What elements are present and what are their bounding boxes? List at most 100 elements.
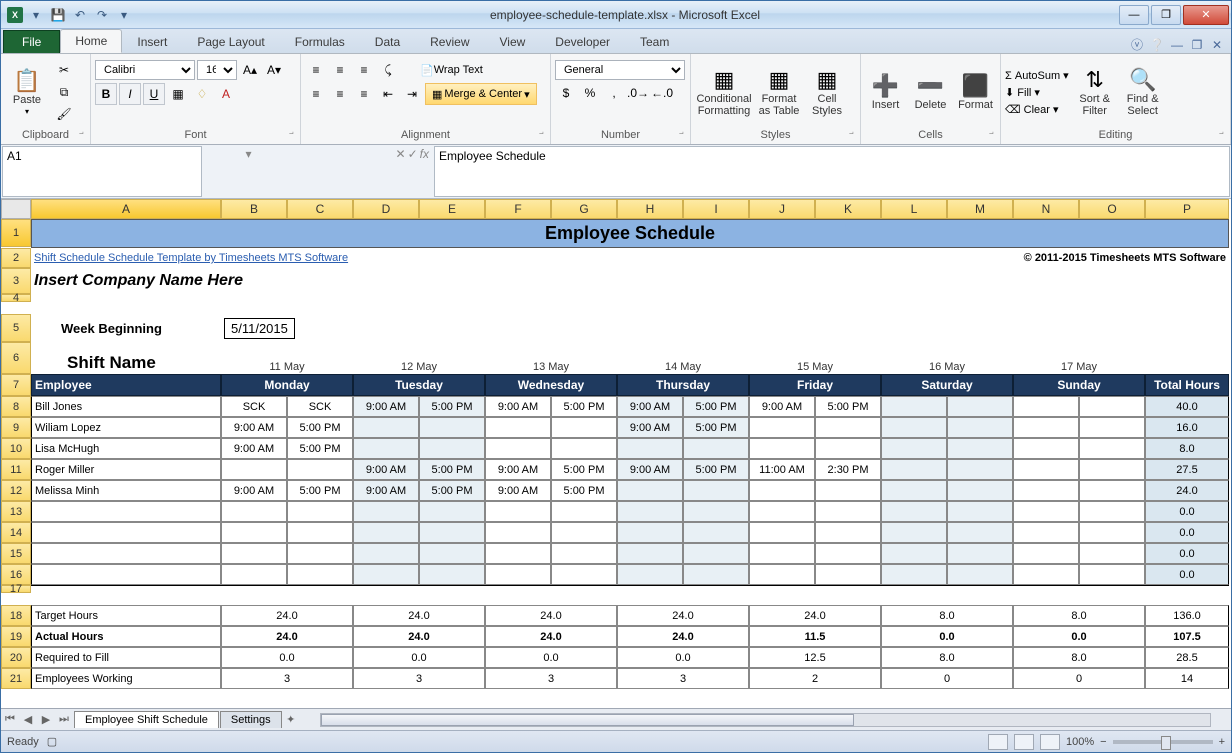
schedule-cell[interactable]: 9:00 AM: [617, 417, 683, 438]
increase-font-icon[interactable]: A▴: [239, 60, 261, 80]
doc-close-icon[interactable]: ✕: [1209, 38, 1225, 52]
schedule-cell[interactable]: 2:30 PM: [815, 459, 881, 480]
schedule-cell[interactable]: [749, 564, 815, 585]
align-top-icon[interactable]: ≡: [305, 60, 327, 80]
schedule-cell[interactable]: [749, 543, 815, 564]
summary-total[interactable]: 28.5: [1145, 647, 1229, 668]
schedule-cell[interactable]: 9:00 AM: [749, 396, 815, 417]
schedule-cell[interactable]: [749, 438, 815, 459]
schedule-cell[interactable]: [485, 438, 551, 459]
schedule-cell[interactable]: [353, 564, 419, 585]
tab-data[interactable]: Data: [360, 30, 415, 53]
employee-name-cell[interactable]: [31, 543, 221, 564]
summary-value[interactable]: 3: [221, 668, 353, 689]
schedule-cell[interactable]: [551, 543, 617, 564]
schedule-cell[interactable]: 5:00 PM: [287, 480, 353, 501]
qat-more-icon[interactable]: ▾: [115, 6, 133, 24]
col-header[interactable]: C: [287, 199, 353, 219]
date-header[interactable]: 13 May: [485, 342, 617, 374]
col-header[interactable]: F: [485, 199, 551, 219]
schedule-cell[interactable]: [947, 459, 1013, 480]
row-header[interactable]: 19: [1, 626, 31, 647]
employee-header[interactable]: Employee: [31, 374, 221, 396]
summary-value[interactable]: 24.0: [617, 626, 749, 647]
schedule-cell[interactable]: [881, 417, 947, 438]
doc-restore-icon[interactable]: ❐: [1189, 38, 1205, 52]
row-header[interactable]: 1: [1, 219, 31, 247]
col-header[interactable]: E: [419, 199, 485, 219]
schedule-cell[interactable]: [749, 480, 815, 501]
namebox-dropdown-icon[interactable]: ▾: [246, 147, 252, 161]
schedule-cell[interactable]: 11:00 AM: [749, 459, 815, 480]
schedule-cell[interactable]: [1013, 459, 1079, 480]
schedule-cell[interactable]: [419, 543, 485, 564]
schedule-cell[interactable]: [881, 522, 947, 543]
cell[interactable]: [1145, 342, 1229, 374]
schedule-cell[interactable]: [1079, 396, 1145, 417]
decrease-decimal-icon[interactable]: ←.0: [651, 83, 673, 103]
schedule-cell[interactable]: [1079, 501, 1145, 522]
row-header[interactable]: 21: [1, 668, 31, 689]
tab-team[interactable]: Team: [625, 30, 684, 53]
schedule-cell[interactable]: [683, 480, 749, 501]
tab-developer[interactable]: Developer: [540, 30, 625, 53]
schedule-cell[interactable]: [815, 501, 881, 522]
schedule-cell[interactable]: [221, 459, 287, 480]
schedule-cell[interactable]: [221, 543, 287, 564]
font-color-icon[interactable]: A: [215, 84, 237, 104]
col-header[interactable]: A: [31, 199, 221, 219]
schedule-cell[interactable]: 5:00 PM: [683, 459, 749, 480]
schedule-cell[interactable]: [947, 522, 1013, 543]
row-header[interactable]: 15: [1, 543, 31, 564]
summary-value[interactable]: 12.5: [749, 647, 881, 668]
day-header[interactable]: Tuesday: [353, 374, 485, 396]
minimize-button[interactable]: —: [1119, 5, 1149, 25]
day-header[interactable]: Friday: [749, 374, 881, 396]
format-cells-button[interactable]: ⬛Format: [955, 59, 996, 125]
schedule-cell[interactable]: [617, 543, 683, 564]
row-header[interactable]: 3: [1, 268, 31, 294]
schedule-cell[interactable]: 5:00 PM: [551, 480, 617, 501]
schedule-cell[interactable]: 5:00 PM: [683, 396, 749, 417]
summary-value[interactable]: 0.0: [617, 647, 749, 668]
orientation-icon[interactable]: ⤹: [377, 60, 399, 80]
total-hours-cell[interactable]: 8.0: [1145, 438, 1229, 459]
row-header[interactable]: 11: [1, 459, 31, 480]
total-hours-cell[interactable]: 40.0: [1145, 396, 1229, 417]
tab-nav-prev-icon[interactable]: ◀: [19, 713, 37, 726]
row-header[interactable]: 20: [1, 647, 31, 668]
row-header[interactable]: 13: [1, 501, 31, 522]
zoom-out-icon[interactable]: −: [1100, 736, 1106, 748]
ribbon-minimize-icon[interactable]: ⓥ: [1129, 36, 1145, 53]
tab-home[interactable]: Home: [60, 29, 122, 53]
schedule-cell[interactable]: [1013, 543, 1079, 564]
schedule-cell[interactable]: [815, 543, 881, 564]
sheet-tab-active[interactable]: Employee Shift Schedule: [74, 711, 219, 728]
underline-button[interactable]: U: [143, 83, 165, 105]
schedule-cell[interactable]: [1013, 564, 1079, 585]
schedule-cell[interactable]: 9:00 AM: [221, 480, 287, 501]
schedule-cell[interactable]: [353, 522, 419, 543]
employee-name-cell[interactable]: Bill Jones: [31, 396, 221, 417]
schedule-cell[interactable]: [683, 501, 749, 522]
horizontal-scrollbar[interactable]: [320, 713, 1211, 727]
schedule-cell[interactable]: [1013, 396, 1079, 417]
summary-label[interactable]: Target Hours: [31, 605, 221, 626]
summary-value[interactable]: 24.0: [221, 605, 353, 626]
schedule-cell[interactable]: [221, 522, 287, 543]
delete-cells-button[interactable]: ➖Delete: [910, 59, 951, 125]
schedule-cell[interactable]: [947, 438, 1013, 459]
view-layout-icon[interactable]: [1014, 734, 1034, 750]
schedule-cell[interactable]: [353, 501, 419, 522]
schedule-cell[interactable]: [485, 501, 551, 522]
percent-icon[interactable]: %: [579, 83, 601, 103]
schedule-cell[interactable]: [617, 564, 683, 585]
row-header[interactable]: 10: [1, 438, 31, 459]
schedule-cell[interactable]: [353, 543, 419, 564]
schedule-cell[interactable]: 5:00 PM: [419, 480, 485, 501]
schedule-cell[interactable]: [485, 417, 551, 438]
tab-review[interactable]: Review: [415, 30, 484, 53]
indent-decrease-icon[interactable]: ⇤: [377, 84, 399, 104]
shift-name-label[interactable]: Shift Name: [31, 342, 221, 374]
summary-value[interactable]: 3: [485, 668, 617, 689]
